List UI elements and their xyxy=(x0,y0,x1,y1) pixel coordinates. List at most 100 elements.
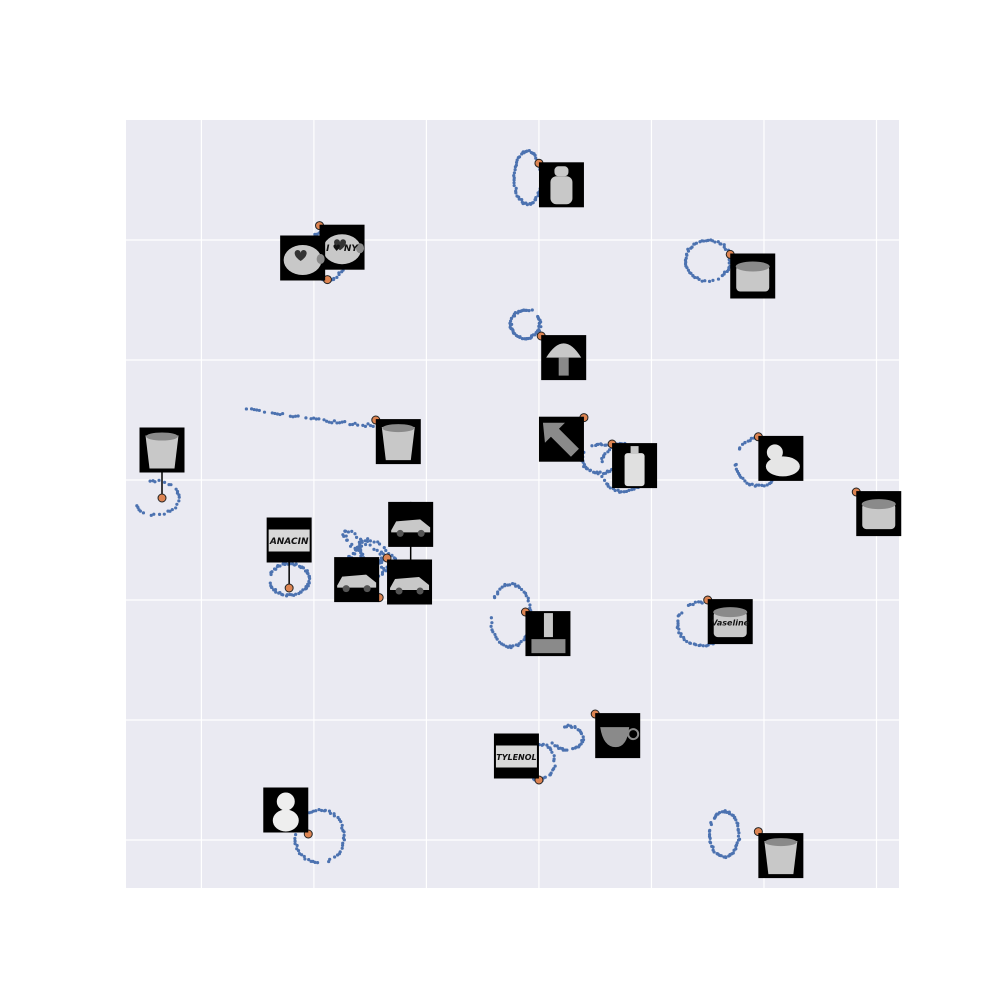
cup-body xyxy=(600,727,630,748)
data-point-porcelain-cup xyxy=(734,844,738,848)
data-point-race-car xyxy=(357,548,361,552)
data-point-cream-jar xyxy=(720,273,724,278)
data-point-porcelain-cup xyxy=(709,821,713,825)
data-point-lamp-base xyxy=(523,591,528,595)
data-point-maneki-neko-cat xyxy=(332,814,336,818)
data-point-cup-container xyxy=(293,414,298,418)
data-point-bottle xyxy=(514,186,518,190)
data-point-bottle xyxy=(517,155,522,159)
data-point-ceramic-pot xyxy=(157,512,162,516)
thumbnail-label: I ♥ NY xyxy=(326,244,359,254)
data-point-cup-container xyxy=(296,414,300,418)
data-point-bottle xyxy=(513,168,517,172)
data-point-cream-jar xyxy=(719,242,723,246)
data-point-cream-jar xyxy=(723,247,728,252)
pot-rim xyxy=(764,838,797,847)
thumbnail-i-love-ny-piggy-bank: I ♥ NY xyxy=(319,224,365,270)
data-point-porcelain-cup xyxy=(707,832,712,837)
data-point-maneki-neko-cat xyxy=(293,839,297,843)
data-point-lamp-base xyxy=(519,640,523,644)
data-point-cream-jar xyxy=(695,276,700,280)
data-point-ceramic-pot xyxy=(141,511,146,515)
data-point-lamp-base xyxy=(493,632,497,637)
thumbnail-maneki-neko-cat xyxy=(263,787,309,833)
data-point-bottle xyxy=(533,198,537,202)
data-point-vaseline-jar xyxy=(701,644,705,648)
data-point-tylenol-box xyxy=(550,750,554,754)
cup-handle xyxy=(627,728,640,741)
data-point-i-love-ny-piggy-bank xyxy=(340,270,344,274)
data-point-cup-container xyxy=(304,416,308,420)
thumbnail-coffee-cup xyxy=(595,713,641,759)
data-point-cream-jar xyxy=(713,240,717,244)
data-point-ceramic-pot xyxy=(148,479,152,483)
thumbnail-piggy-bank xyxy=(280,235,326,281)
data-point-maneki-neko-cat xyxy=(317,808,321,812)
data-point-cup-container xyxy=(275,412,280,416)
data-point-race-car xyxy=(354,535,359,539)
data-point-ceramic-pot xyxy=(149,513,153,517)
data-point-lamp-base xyxy=(489,624,493,628)
car-body xyxy=(391,519,431,533)
data-point-lamp-base xyxy=(514,584,518,588)
data-point-lamp-base xyxy=(508,583,512,587)
data-point-lamp-base xyxy=(497,640,502,644)
data-point-bottle xyxy=(527,149,531,153)
data-point-maneki-neko-cat xyxy=(340,826,344,830)
data-point-cup-container xyxy=(335,421,339,425)
data-point-coffee-cup xyxy=(573,746,577,750)
data-point-race-car xyxy=(341,533,345,537)
data-point-lamp-base xyxy=(489,616,493,620)
data-point-maneki-neko-cat xyxy=(342,833,346,837)
mushroom-cap xyxy=(546,343,582,358)
arrow-shape xyxy=(542,422,579,457)
data-point-race-car xyxy=(377,542,382,546)
piggy-snout xyxy=(316,254,325,264)
data-point-porcelain-cup xyxy=(736,824,740,828)
data-point-race-car xyxy=(390,553,394,557)
data-point-anacin-box xyxy=(303,587,308,591)
data-point-cup-container xyxy=(356,423,360,427)
data-point-mushroom xyxy=(530,308,534,312)
piggy-snout xyxy=(356,243,365,254)
data-point-anacin-box xyxy=(307,576,312,581)
data-point-ceramic-pot xyxy=(174,506,178,510)
cat-body xyxy=(272,809,299,832)
lamp-base-block xyxy=(531,639,566,654)
data-point-lamp-base xyxy=(526,596,530,600)
data-point-porcelain-cup xyxy=(722,855,726,859)
data-point-anacin-box xyxy=(294,562,298,566)
data-point-maneki-neko-cat xyxy=(328,811,333,815)
data-point-cup-container xyxy=(262,410,267,414)
data-point-cup-container xyxy=(366,422,370,426)
data-point-cream-jar xyxy=(716,240,720,244)
data-point-cup-container xyxy=(312,416,316,420)
data-point-johnsons-baby-lotion xyxy=(627,488,631,492)
data-point-johnsons-baby-lotion xyxy=(600,474,604,479)
data-point-lamp-base xyxy=(503,582,507,587)
data-point-vaseline-jar xyxy=(693,600,697,604)
data-point-rubber-duck xyxy=(767,481,772,486)
data-point-cup-container xyxy=(249,407,254,411)
data-point-cup-container xyxy=(255,408,259,412)
data-point-porcelain-cup xyxy=(736,828,740,832)
data-point-race-car xyxy=(380,572,385,576)
data-point-bottle xyxy=(514,163,518,167)
data-point-cup-container xyxy=(317,417,321,421)
car-wheel xyxy=(395,587,403,595)
data-point-ceramic-pot xyxy=(166,509,170,513)
data-point-cup-container xyxy=(252,407,256,412)
data-point-race-car xyxy=(359,537,363,541)
data-point-vaseline-jar xyxy=(688,641,692,645)
thumbnail-ceramic-pot xyxy=(139,427,185,473)
mushroom-stem xyxy=(558,357,569,376)
data-point-porcelain-cup xyxy=(736,834,741,838)
data-point-cup-container xyxy=(281,411,285,416)
data-point-lamp-base xyxy=(500,585,504,589)
thumbnail-convertible xyxy=(388,501,434,547)
thumbnail-cup-container xyxy=(375,419,421,465)
pot-body xyxy=(764,841,798,875)
data-point-vaseline-jar xyxy=(691,602,695,607)
data-point-maneki-neko-cat xyxy=(302,854,306,859)
thumbnail-lamp-base xyxy=(525,611,571,657)
